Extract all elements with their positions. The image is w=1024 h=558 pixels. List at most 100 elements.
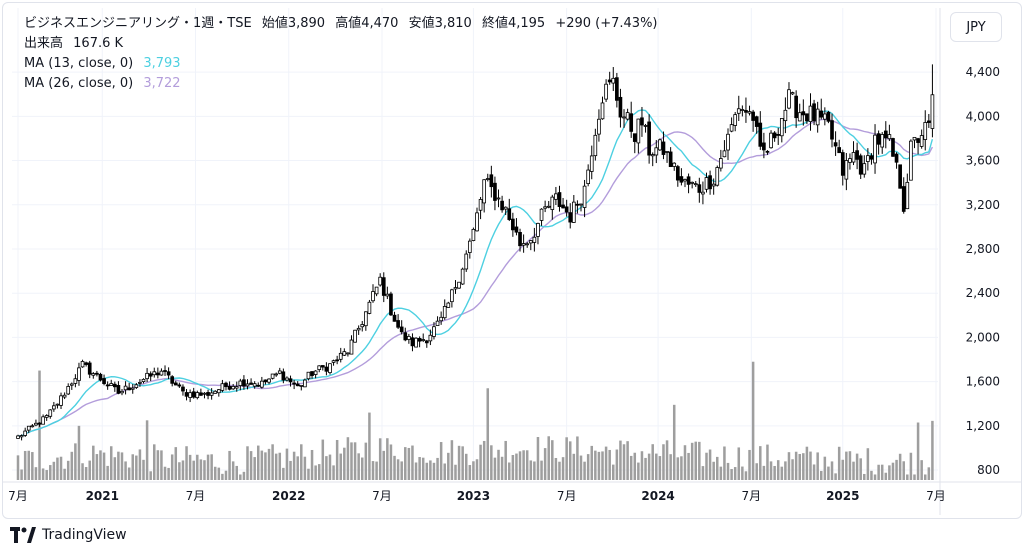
y-tick-label: 3,200 [966, 198, 1000, 212]
candle-up [26, 425, 31, 431]
candle-up [919, 135, 924, 147]
candle-up [460, 268, 465, 285]
candle-down [629, 113, 634, 132]
volume-bar [590, 445, 594, 480]
volume-bar [766, 444, 769, 480]
candle-up [73, 378, 78, 384]
candle-down [177, 384, 182, 387]
candle-up [482, 179, 487, 204]
candle-down [751, 111, 755, 121]
volume-bar [92, 445, 95, 480]
candle-up [747, 111, 752, 114]
volume-bar [84, 467, 88, 480]
candle-down [263, 379, 268, 383]
candle-down [410, 337, 415, 347]
volume-bar [629, 455, 633, 480]
volume-bar [199, 459, 203, 480]
candle-up [446, 302, 451, 308]
candle-up [622, 116, 626, 119]
candle-up [636, 118, 641, 144]
candle-up [873, 134, 877, 164]
candle-up [571, 201, 576, 223]
volume-bar [113, 457, 117, 480]
volume-bar [267, 448, 271, 480]
candle-up [625, 112, 630, 120]
volume-bar [705, 452, 708, 480]
volume-bar [63, 468, 66, 480]
volume-bar [328, 454, 332, 480]
candle-up [109, 383, 114, 386]
candle-up [62, 394, 67, 398]
candle-up [138, 381, 142, 384]
volume-bar [289, 460, 292, 480]
candle-up [202, 392, 207, 395]
volume-bar [866, 448, 870, 480]
x-tick-label: 2021 [86, 489, 119, 503]
candle-up [66, 386, 71, 395]
candle-up [693, 183, 698, 186]
volume-bar [776, 460, 780, 480]
candle-down [156, 372, 160, 376]
tradingview-brand[interactable]: TradingView [10, 527, 127, 543]
candle-down [511, 218, 515, 231]
volume-bar [454, 464, 457, 480]
volume-bar [278, 452, 282, 480]
volume-bar [131, 454, 135, 480]
candle-down [163, 370, 167, 372]
candle-up [277, 370, 282, 374]
volume-bar [586, 454, 590, 480]
volume-bar [837, 446, 841, 480]
candle-down [772, 132, 777, 139]
symbol-title[interactable]: ビジネスエンジニアリング・1週・TSE [24, 16, 252, 31]
volume-bar [235, 465, 238, 480]
close-label: 終値 [481, 16, 508, 31]
volume-bar [712, 461, 715, 480]
volume-bar [547, 436, 550, 480]
volume-bar [748, 449, 751, 480]
volume-bar [565, 437, 568, 480]
volume-bar [522, 450, 525, 480]
candle-down [256, 384, 261, 387]
volume-bar [447, 452, 450, 480]
volume-bar [644, 457, 647, 480]
volume-bar [708, 449, 712, 480]
volume-bar [819, 470, 823, 480]
candle-up [306, 371, 311, 380]
volume-bar [923, 474, 927, 480]
candle-down [794, 95, 798, 119]
candle-up [478, 199, 483, 211]
volume-bar [468, 465, 472, 480]
candle-down [224, 382, 228, 388]
volume-bar [167, 467, 170, 480]
candle-up [701, 191, 705, 195]
ma13-row[interactable]: MA (13, close, 0) 3,793 [24, 54, 664, 74]
volume-bar [916, 422, 920, 480]
volume-bar [884, 472, 888, 480]
candle-up [769, 132, 773, 149]
volume-bar [49, 465, 52, 480]
volume-bar [863, 473, 866, 480]
volume-label: 出来高 [24, 36, 64, 51]
volume-bar [475, 459, 479, 480]
candle-up [844, 160, 849, 180]
candle-down [557, 192, 562, 207]
volume-bar [730, 469, 733, 480]
candle-up [862, 163, 867, 175]
x-tick-label: 7月 [372, 489, 392, 503]
candle-up [188, 392, 192, 398]
volume-bar [439, 442, 443, 480]
ma13-value: 3,793 [143, 56, 181, 71]
currency-button[interactable]: JPY [950, 12, 1002, 42]
volume-bar [576, 436, 579, 480]
candle-up [313, 370, 318, 375]
ma26-row[interactable]: MA (26, close, 0) 3,722 [24, 74, 664, 94]
volume-bar [23, 450, 27, 480]
candle-down [166, 371, 171, 376]
candle-down [148, 373, 153, 377]
volume-bar [486, 388, 490, 480]
candle-down [424, 340, 429, 344]
volume-bar [594, 450, 597, 480]
volume-bar [303, 456, 307, 480]
candle-down [105, 384, 110, 387]
